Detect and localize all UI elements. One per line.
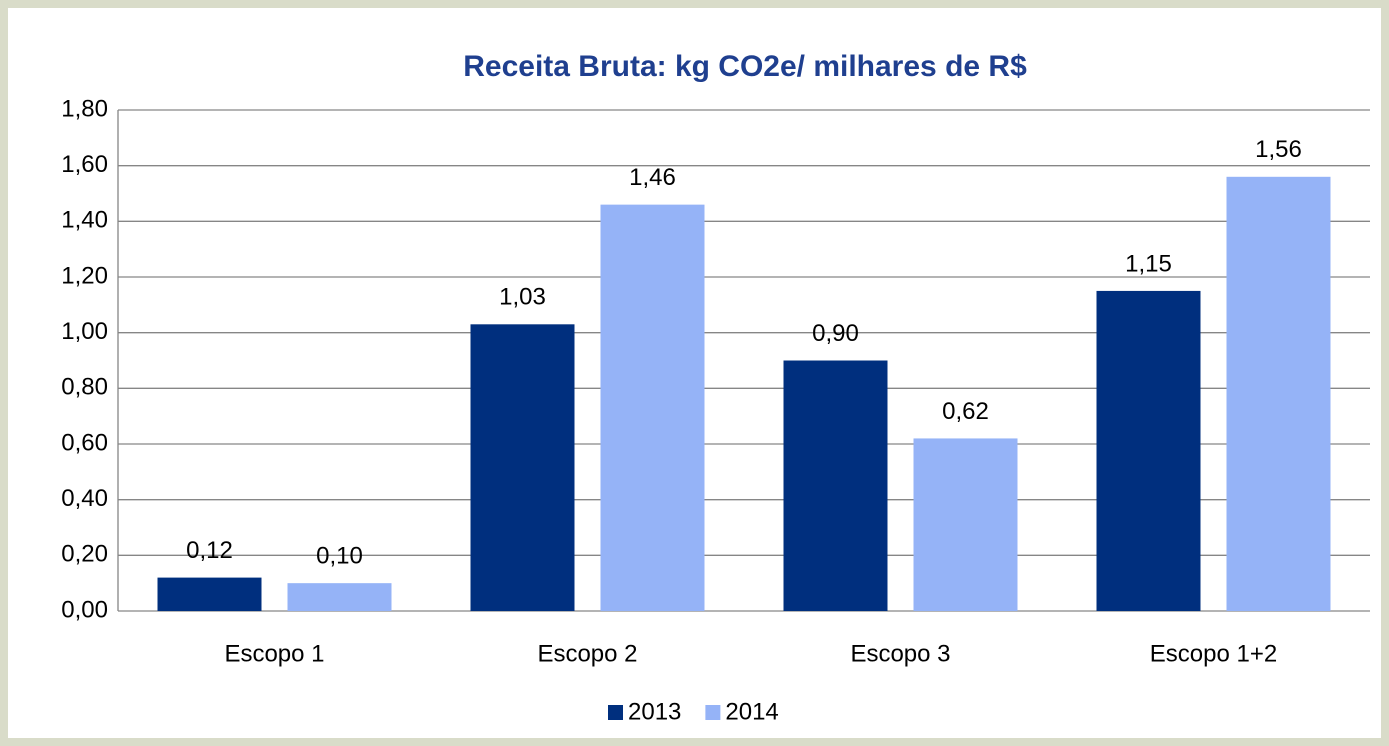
y-tick-label: 1,20 [61, 262, 108, 289]
bar [287, 583, 392, 611]
legend-swatch [705, 705, 721, 720]
x-tick-label: Escopo 2 [537, 640, 637, 667]
legend-swatch [608, 705, 623, 720]
value-label: 0,62 [942, 398, 989, 425]
y-tick-label: 0,20 [61, 541, 108, 568]
bar [783, 360, 888, 611]
y-tick-label: 0,40 [61, 485, 108, 512]
y-tick-label: 1,00 [61, 318, 108, 345]
x-tick-label: Escopo 3 [850, 640, 950, 667]
bar [1226, 176, 1331, 612]
chart-title: Receita Bruta: kg CO2e/ milhares de R$ [463, 50, 1027, 83]
x-tick-label: Escopo 1+2 [1150, 640, 1277, 667]
value-label: 1,46 [629, 164, 676, 191]
bar [600, 204, 705, 611]
bar [913, 438, 1018, 611]
y-tick-label: 1,40 [61, 207, 108, 234]
y-tick-label: 0,00 [61, 596, 108, 623]
value-label: 0,90 [812, 320, 859, 347]
value-label: 1,03 [499, 284, 546, 311]
value-label: 1,15 [1125, 250, 1172, 277]
value-label: 0,12 [186, 537, 233, 564]
value-label: 0,10 [316, 543, 363, 570]
value-label: 1,56 [1255, 136, 1302, 163]
y-tick-label: 1,60 [61, 151, 108, 178]
bar [157, 577, 262, 611]
bar [1096, 290, 1201, 611]
y-tick-label: 0,80 [61, 374, 108, 401]
y-tick-label: 0,60 [61, 429, 108, 456]
x-tick-label: Escopo 1 [224, 640, 324, 667]
y-tick-label: 1,80 [61, 95, 108, 122]
legend-label: 2013 [628, 698, 681, 725]
legend-label: 2014 [725, 698, 778, 725]
bar [470, 324, 575, 611]
